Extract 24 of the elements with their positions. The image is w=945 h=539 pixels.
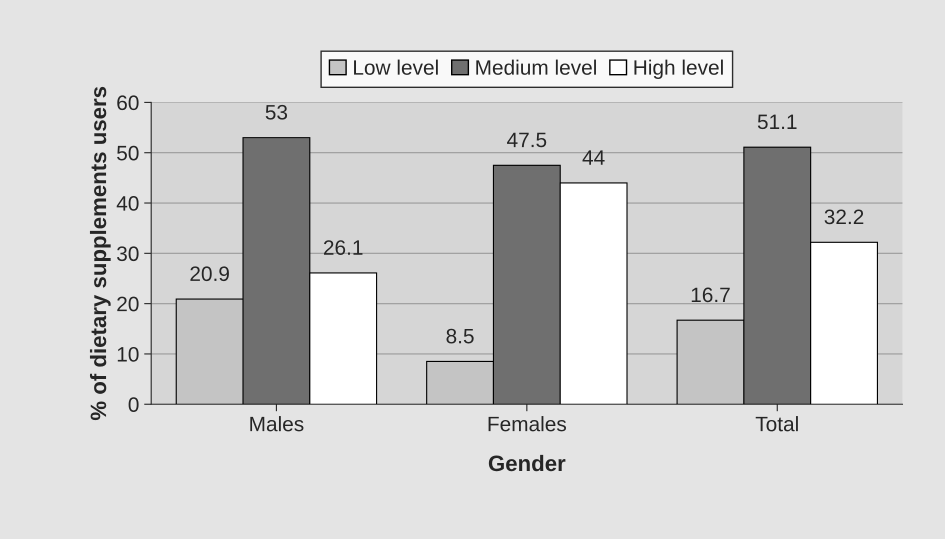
- legend-label: High level: [634, 60, 723, 79]
- data-label: 20.9: [190, 266, 229, 282]
- data-label: 51.1: [758, 114, 797, 130]
- x-tick-label: Females: [488, 416, 566, 432]
- data-label: 8.5: [446, 328, 474, 344]
- y-axis-title: % of dietary supplements users: [90, 86, 111, 420]
- y-tick-label: 50: [117, 146, 139, 160]
- data-label: 53: [266, 104, 288, 120]
- y-tick-label: 40: [116, 196, 139, 211]
- y-tick-label: 20: [117, 296, 139, 312]
- y-tick-label: 30: [117, 246, 139, 262]
- y-tick-label: 60: [117, 95, 139, 110]
- x-tick-label: Males: [250, 416, 304, 432]
- y-tick-label: 10: [118, 346, 139, 362]
- data-label: 44: [582, 150, 605, 165]
- data-label: 16.7: [692, 287, 730, 302]
- data-label: 47.5: [507, 132, 546, 148]
- data-label: 32.2: [824, 210, 864, 224]
- x-tick-label: Total: [756, 416, 798, 432]
- data-label: 26.1: [324, 240, 362, 255]
- y-tick-label: 0: [128, 397, 139, 412]
- x-axis-title: Gender: [488, 454, 566, 472]
- legend-label: Medium level: [476, 60, 596, 75]
- legend-label: Low level: [354, 60, 438, 75]
